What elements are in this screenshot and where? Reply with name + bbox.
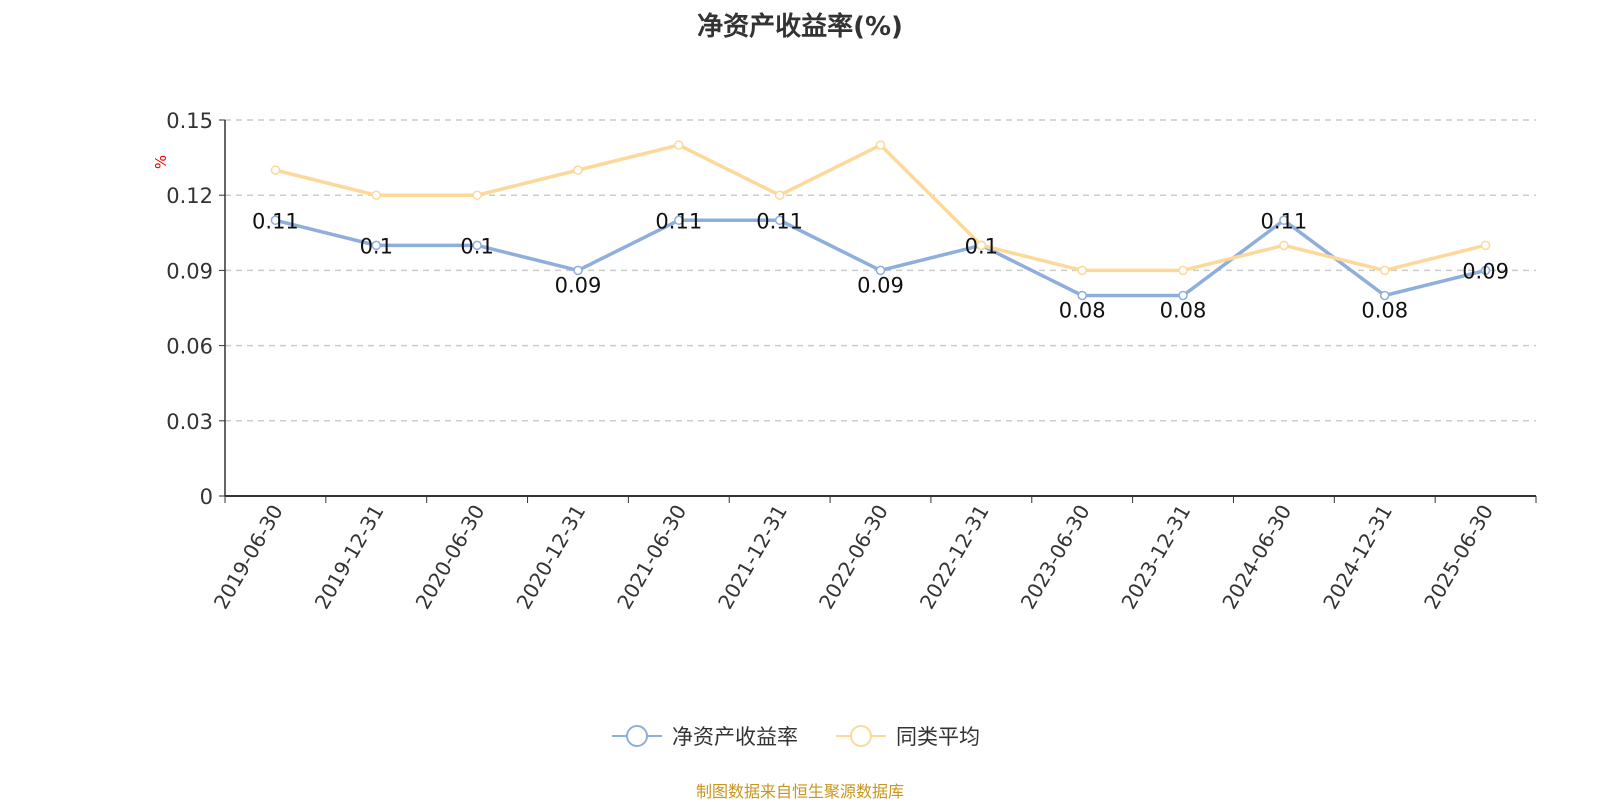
data-label: 0.08 bbox=[1160, 298, 1207, 322]
x-tick-label: 2019-12-31 bbox=[310, 501, 389, 614]
data-point bbox=[270, 215, 281, 226]
data-point bbox=[371, 190, 382, 200]
x-tick-label: 2023-06-30 bbox=[1016, 501, 1095, 614]
data-point bbox=[774, 190, 785, 200]
data-point bbox=[1379, 265, 1390, 276]
legend-circle-icon bbox=[626, 725, 648, 747]
data-point bbox=[472, 240, 482, 251]
data-point bbox=[1379, 290, 1390, 301]
x-tick-label: 2025-06-30 bbox=[1419, 501, 1498, 614]
data-point bbox=[371, 240, 382, 251]
y-tick-label: 0.03 bbox=[166, 410, 213, 434]
data-point bbox=[270, 165, 281, 175]
data-label: 0.11 bbox=[756, 209, 803, 233]
x-tick-label: 2022-06-30 bbox=[814, 501, 893, 614]
y-tick-label: 0.09 bbox=[166, 259, 213, 283]
data-point bbox=[1178, 265, 1188, 276]
data-label: 0.08 bbox=[1059, 298, 1106, 322]
data-label: 0.11 bbox=[655, 209, 702, 233]
legend-label: 净资产收益率 bbox=[672, 725, 798, 749]
data-label: 0.09 bbox=[857, 273, 904, 297]
chart-title: 净资产收益率(%) bbox=[697, 12, 903, 42]
x-tick-label: 2023-12-31 bbox=[1116, 501, 1195, 614]
x-tick-label: 2021-12-31 bbox=[713, 501, 792, 614]
data-point bbox=[1077, 265, 1087, 276]
x-tick-label: 2024-12-31 bbox=[1318, 501, 1397, 614]
data-label: 0.1 bbox=[965, 234, 998, 258]
x-tick-label: 2024-06-30 bbox=[1217, 501, 1296, 614]
data-point bbox=[472, 190, 482, 200]
legend-circle-icon bbox=[850, 725, 872, 747]
data-label: 0.08 bbox=[1361, 298, 1408, 322]
data-source-note: 制图数据来自恒生聚源数据库 bbox=[695, 782, 904, 801]
data-point bbox=[774, 215, 785, 226]
y-tick-label: 0 bbox=[200, 485, 213, 509]
x-tick-label: 2020-06-30 bbox=[411, 500, 490, 613]
y-tick-label: 0.12 bbox=[166, 184, 213, 208]
data-point bbox=[875, 140, 886, 150]
data-point bbox=[1077, 290, 1087, 301]
data-point bbox=[1480, 240, 1491, 251]
data-point bbox=[875, 265, 886, 276]
y-axis-unit: % bbox=[152, 155, 170, 169]
data-label: 0.11 bbox=[1261, 209, 1308, 233]
data-label: 0.11 bbox=[252, 209, 299, 233]
x-tick-label: 2021-06-30 bbox=[612, 501, 691, 614]
data-point bbox=[573, 165, 583, 175]
y-tick-label: 0.06 bbox=[166, 335, 213, 359]
data-label: 0.1 bbox=[460, 234, 493, 258]
data-point bbox=[1279, 215, 1289, 226]
data-label: 0.09 bbox=[555, 273, 602, 297]
series-line-1 bbox=[275, 142, 1486, 273]
x-tick-label: 2019-06-30 bbox=[209, 501, 288, 614]
legend-label: 同类平均 bbox=[896, 725, 980, 749]
data-point bbox=[1279, 240, 1289, 251]
data-point bbox=[1178, 290, 1188, 301]
data-point bbox=[976, 240, 987, 251]
data-point bbox=[674, 215, 684, 226]
data-point bbox=[674, 140, 684, 150]
data-point bbox=[573, 265, 583, 276]
data-label: 0.1 bbox=[360, 234, 393, 258]
x-tick-label: 2020-12-31 bbox=[511, 501, 590, 614]
data-label: 0.09 bbox=[1462, 259, 1509, 283]
y-tick-label: 0.15 bbox=[166, 109, 213, 133]
data-point bbox=[1480, 265, 1491, 276]
x-tick-label: 2022-12-31 bbox=[915, 501, 994, 614]
